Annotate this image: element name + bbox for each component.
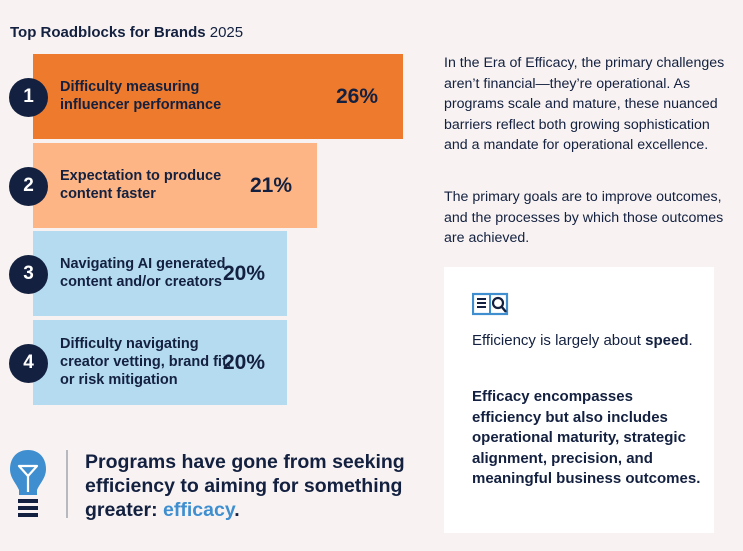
quote-divider	[66, 450, 68, 518]
rank-badge-4: 4	[9, 343, 48, 383]
intro-paragraph-2: The primary goals are to improve outcome…	[444, 189, 724, 246]
bar-1	[33, 54, 403, 139]
rank-badge-2: 2	[9, 166, 48, 206]
bar-value-4: 20%	[223, 350, 266, 374]
book-magnifier-icon	[472, 292, 509, 316]
efficiency-card: Efficiency is largely about speed. Effic…	[444, 267, 714, 533]
bar-label-3: Navigating AI generated content and/or cr…	[60, 255, 226, 290]
efficacy-statement: Efficacy encompasses efficiency but also…	[472, 388, 701, 487]
intro-paragraph-1: In the Era of Efficacy, the primary chal…	[444, 55, 725, 153]
bar-label-4: Difficulty navigating creator vetting, br…	[60, 335, 231, 388]
efficacy-quote: Programs have gone from seeking efficien…	[85, 451, 405, 521]
lightbulb-icon	[10, 450, 46, 517]
bar-label-1: Difficulty measuring influencer performan…	[60, 78, 222, 113]
bar-value-2: 21%	[250, 173, 293, 197]
bar-label-2: Expectation to produce content faster	[60, 167, 222, 202]
bar-value-1: 26%	[336, 84, 379, 108]
bar-2	[33, 143, 317, 228]
bar-value-3: 20%	[223, 261, 266, 285]
bar-4	[33, 320, 287, 405]
chart-title: Top Roadblocks for Brands 2025	[10, 24, 244, 41]
rank-badge-3: 3	[9, 254, 48, 294]
bar-3	[33, 231, 287, 316]
efficiency-statement: Efficiency is largely about speed.	[472, 332, 693, 349]
rank-badge-1: 1	[9, 77, 48, 117]
